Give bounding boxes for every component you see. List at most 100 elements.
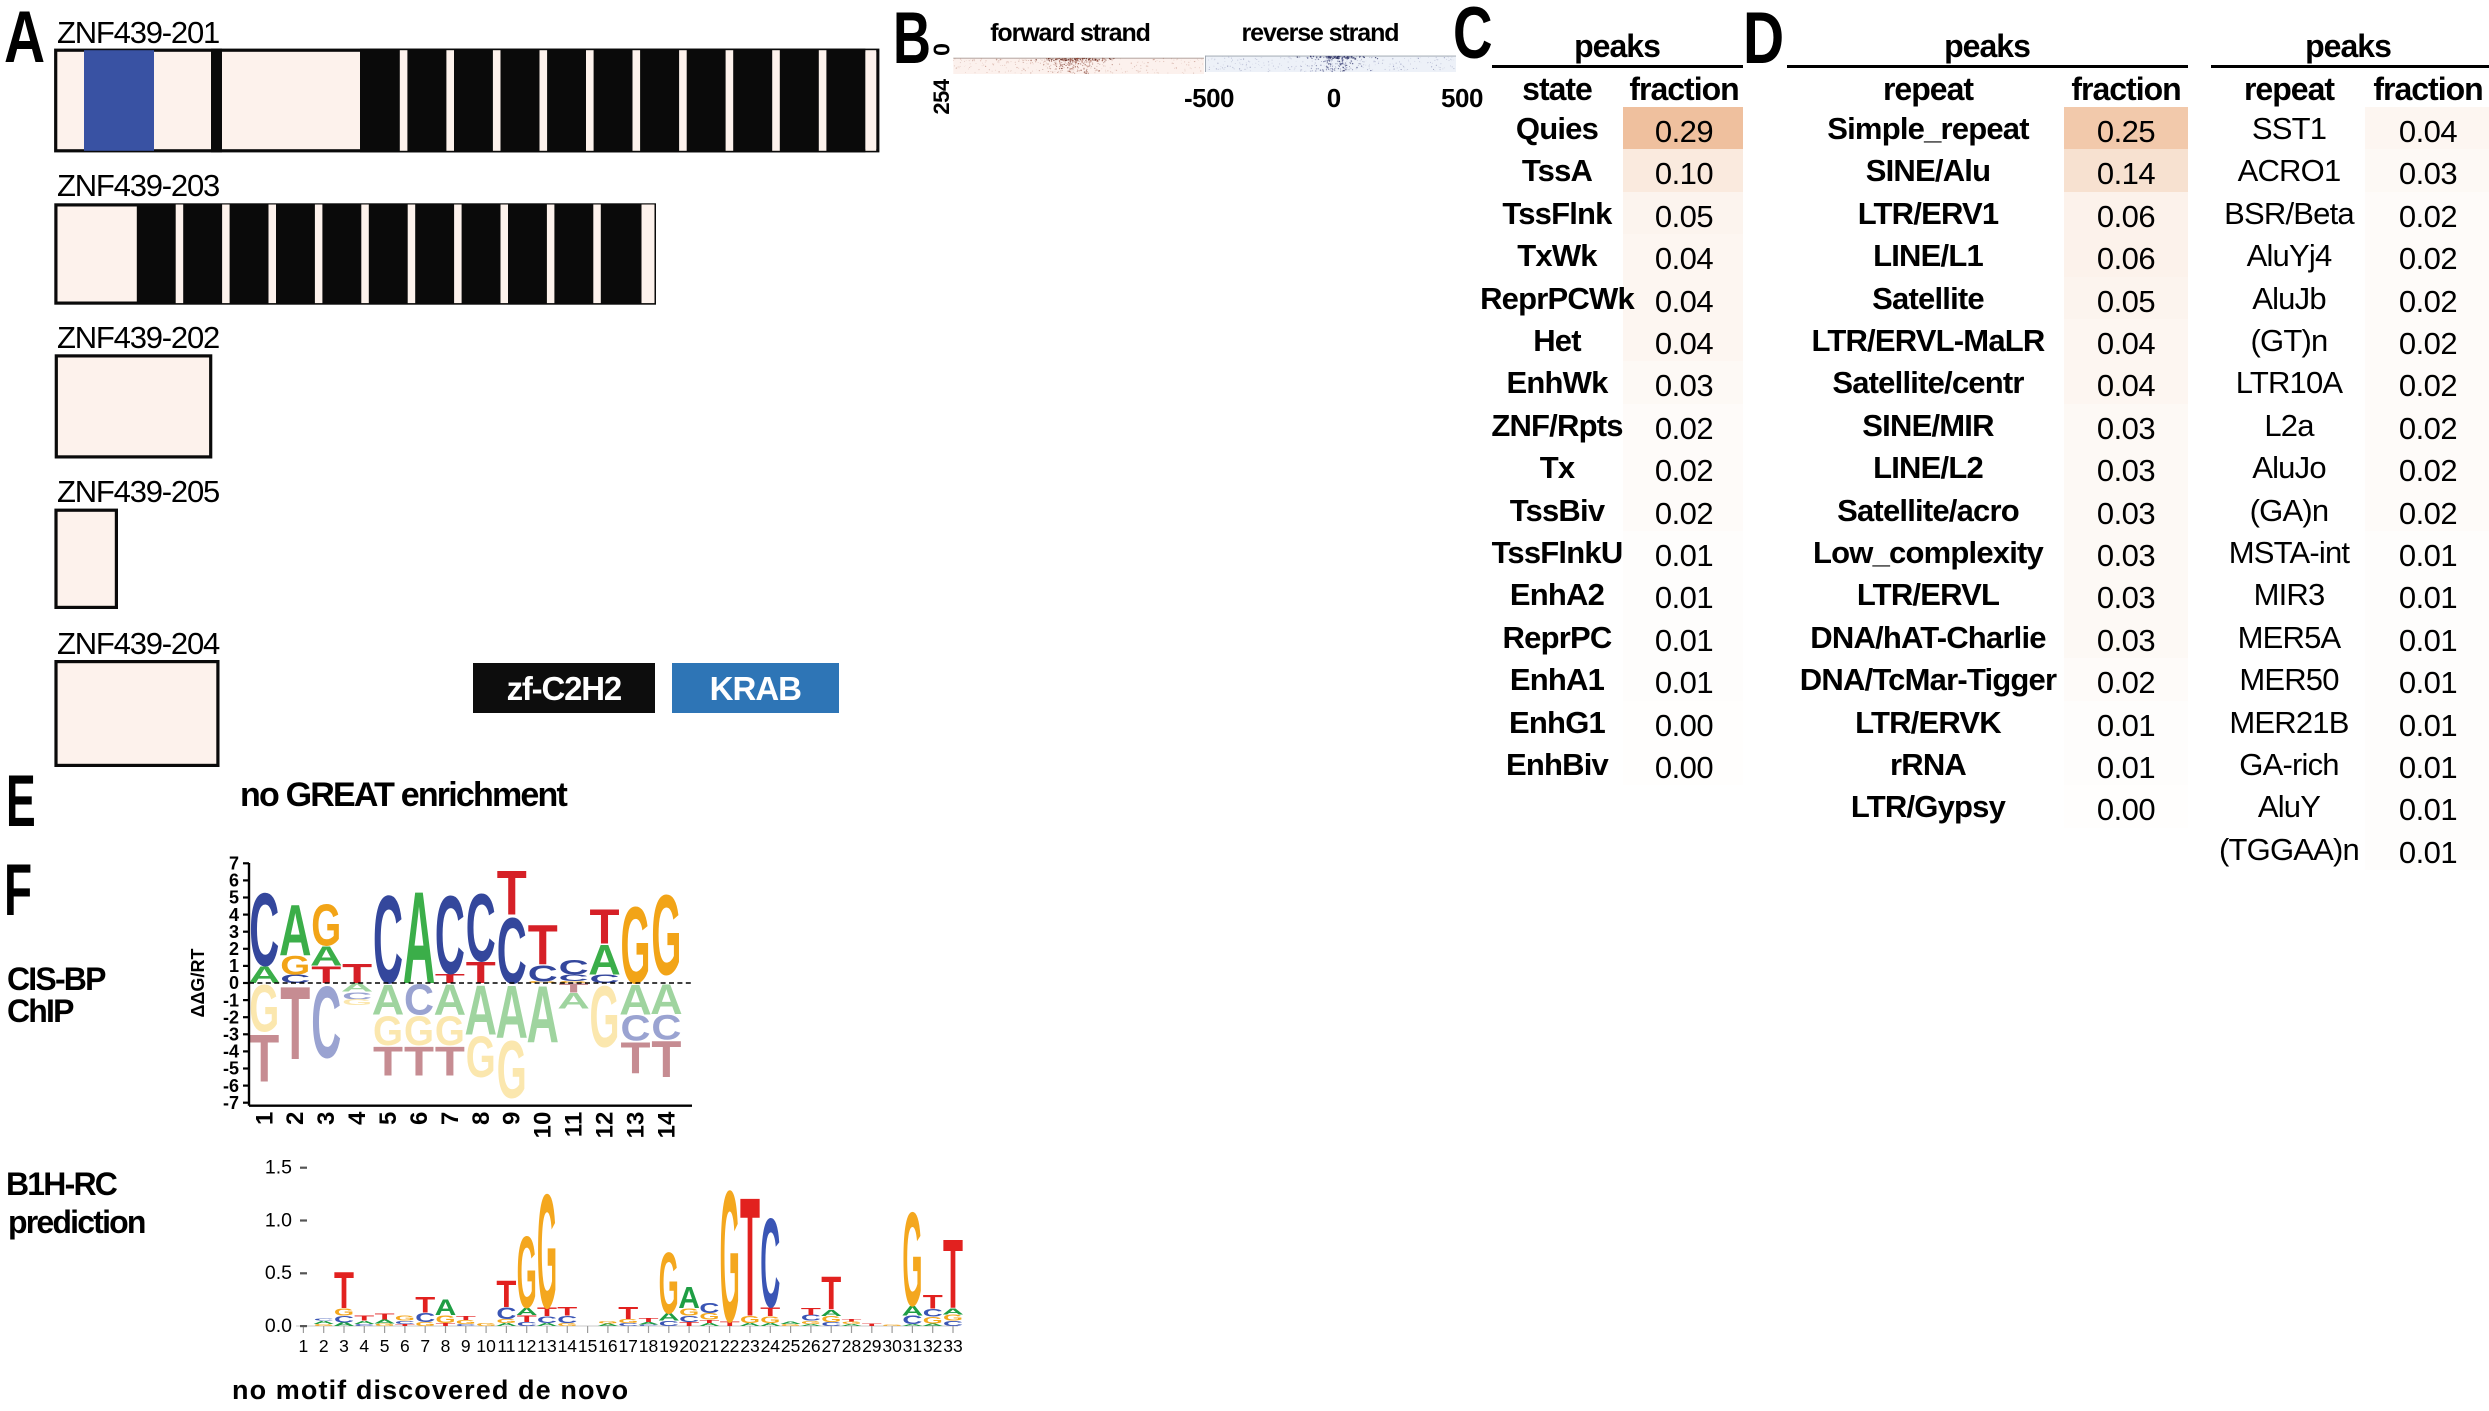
svg-text:G: G — [821, 1315, 841, 1324]
svg-text:C: C — [559, 955, 589, 979]
svg-text:C: C — [902, 1314, 922, 1327]
svg-text:G: G — [659, 1234, 679, 1332]
svg-text:A: A — [638, 1321, 660, 1325]
svg-text:T: T — [373, 1038, 403, 1085]
svg-text:31: 31 — [903, 1336, 922, 1356]
svg-text:23: 23 — [740, 1336, 759, 1356]
svg-text:15: 15 — [578, 1336, 597, 1356]
svg-text:9: 9 — [461, 1336, 471, 1356]
svg-text:A: A — [495, 971, 527, 1055]
svg-text:C: C — [314, 1318, 334, 1321]
svg-text:T: T — [496, 1274, 516, 1316]
svg-text:C: C — [342, 990, 372, 1001]
svg-text:C: C — [821, 1321, 841, 1327]
svg-text:T: T — [334, 1263, 354, 1320]
svg-text:A: A — [526, 969, 558, 1059]
svg-text:G: G — [720, 1153, 740, 1362]
svg-text:10: 10 — [476, 1336, 496, 1356]
svg-text:G: G — [801, 1320, 821, 1325]
svg-text:T: T — [354, 1315, 375, 1323]
svg-text:-4: -4 — [223, 1042, 239, 1062]
svg-text:8: 8 — [468, 1112, 495, 1125]
svg-text:25: 25 — [781, 1336, 800, 1356]
svg-text:G: G — [314, 1323, 334, 1326]
svg-text:C: C — [334, 1314, 354, 1324]
svg-text:G: G — [699, 1311, 719, 1322]
svg-text:6: 6 — [229, 871, 239, 891]
svg-text:G: G — [404, 1009, 434, 1055]
svg-text:A: A — [759, 1322, 781, 1327]
svg-text:C: C — [435, 873, 465, 998]
svg-text:26: 26 — [801, 1336, 820, 1356]
svg-text:32: 32 — [923, 1336, 942, 1356]
svg-text:G: G — [342, 998, 372, 1007]
svg-text:C: C — [395, 1320, 415, 1325]
svg-text:G: G — [497, 1023, 527, 1115]
svg-text:A: A — [800, 1323, 822, 1326]
svg-text:C: C — [621, 1009, 651, 1049]
svg-text:G: G — [496, 1318, 516, 1324]
svg-text:14: 14 — [558, 1336, 578, 1356]
svg-text:G: G — [621, 886, 651, 1007]
svg-text:1: 1 — [299, 1336, 309, 1356]
svg-text:C: C — [801, 1314, 821, 1323]
svg-text:7: 7 — [229, 854, 239, 874]
svg-text:7: 7 — [437, 1112, 464, 1125]
svg-text:G: G — [517, 1216, 537, 1330]
svg-text:T: T — [415, 1293, 435, 1317]
svg-text:G: G — [651, 871, 681, 998]
svg-text:C: C — [923, 1307, 943, 1319]
svg-text:G: G — [528, 981, 558, 984]
svg-text:2: 2 — [282, 1112, 309, 1125]
svg-text:4: 4 — [229, 905, 239, 925]
svg-text:T: T — [404, 1038, 434, 1085]
svg-text:G: G — [557, 1322, 577, 1327]
svg-text:C: C — [249, 871, 279, 988]
svg-text:C: C — [537, 1315, 557, 1325]
svg-text:G: G — [334, 1307, 354, 1318]
svg-text:G: G — [249, 972, 279, 1047]
svg-text:C: C — [415, 1310, 435, 1325]
svg-text:16: 16 — [598, 1336, 617, 1356]
svg-text:G: G — [280, 951, 310, 981]
svg-text:5: 5 — [229, 888, 239, 908]
svg-text:A: A — [353, 1320, 375, 1325]
svg-text:T: T — [740, 1163, 760, 1352]
svg-text:A: A — [279, 889, 311, 971]
svg-text:T: T — [436, 1322, 456, 1327]
svg-text:C: C — [496, 1304, 516, 1323]
svg-text:12: 12 — [592, 1112, 619, 1139]
svg-text:A: A — [341, 981, 373, 994]
svg-text:5: 5 — [380, 1336, 390, 1356]
svg-text:6: 6 — [406, 1112, 433, 1125]
svg-text:C: C — [699, 1299, 719, 1316]
svg-text:A: A — [403, 864, 435, 1011]
svg-text:-2: -2 — [223, 1007, 239, 1027]
svg-text:G: G — [781, 1323, 801, 1326]
svg-text:3: 3 — [229, 922, 239, 942]
svg-text:13: 13 — [537, 1336, 556, 1356]
svg-text:3: 3 — [339, 1336, 349, 1356]
svg-text:17: 17 — [618, 1336, 637, 1356]
svg-text:T: T — [528, 914, 558, 977]
svg-text:3: 3 — [313, 1112, 340, 1125]
svg-text:G: G — [373, 1007, 403, 1054]
svg-text:G: G — [590, 969, 620, 1066]
svg-text:19: 19 — [659, 1336, 678, 1356]
svg-text:C: C — [659, 1320, 680, 1328]
svg-text:C: C — [557, 1314, 577, 1325]
svg-text:-1: -1 — [223, 990, 239, 1010]
svg-text:T: T — [801, 1306, 821, 1317]
svg-text:A: A — [902, 1303, 924, 1318]
svg-text:T: T — [699, 1319, 719, 1324]
svg-text:G: G — [842, 1321, 862, 1325]
svg-text:C: C — [466, 874, 496, 982]
svg-text:A: A — [557, 989, 589, 1014]
svg-text:8: 8 — [441, 1336, 451, 1356]
svg-text:T: T — [679, 1321, 700, 1327]
svg-text:4: 4 — [344, 1111, 371, 1125]
svg-text:18: 18 — [639, 1336, 658, 1356]
svg-text:C: C — [354, 1323, 374, 1326]
svg-text:T: T — [557, 1305, 577, 1318]
svg-text:1: 1 — [229, 956, 239, 976]
